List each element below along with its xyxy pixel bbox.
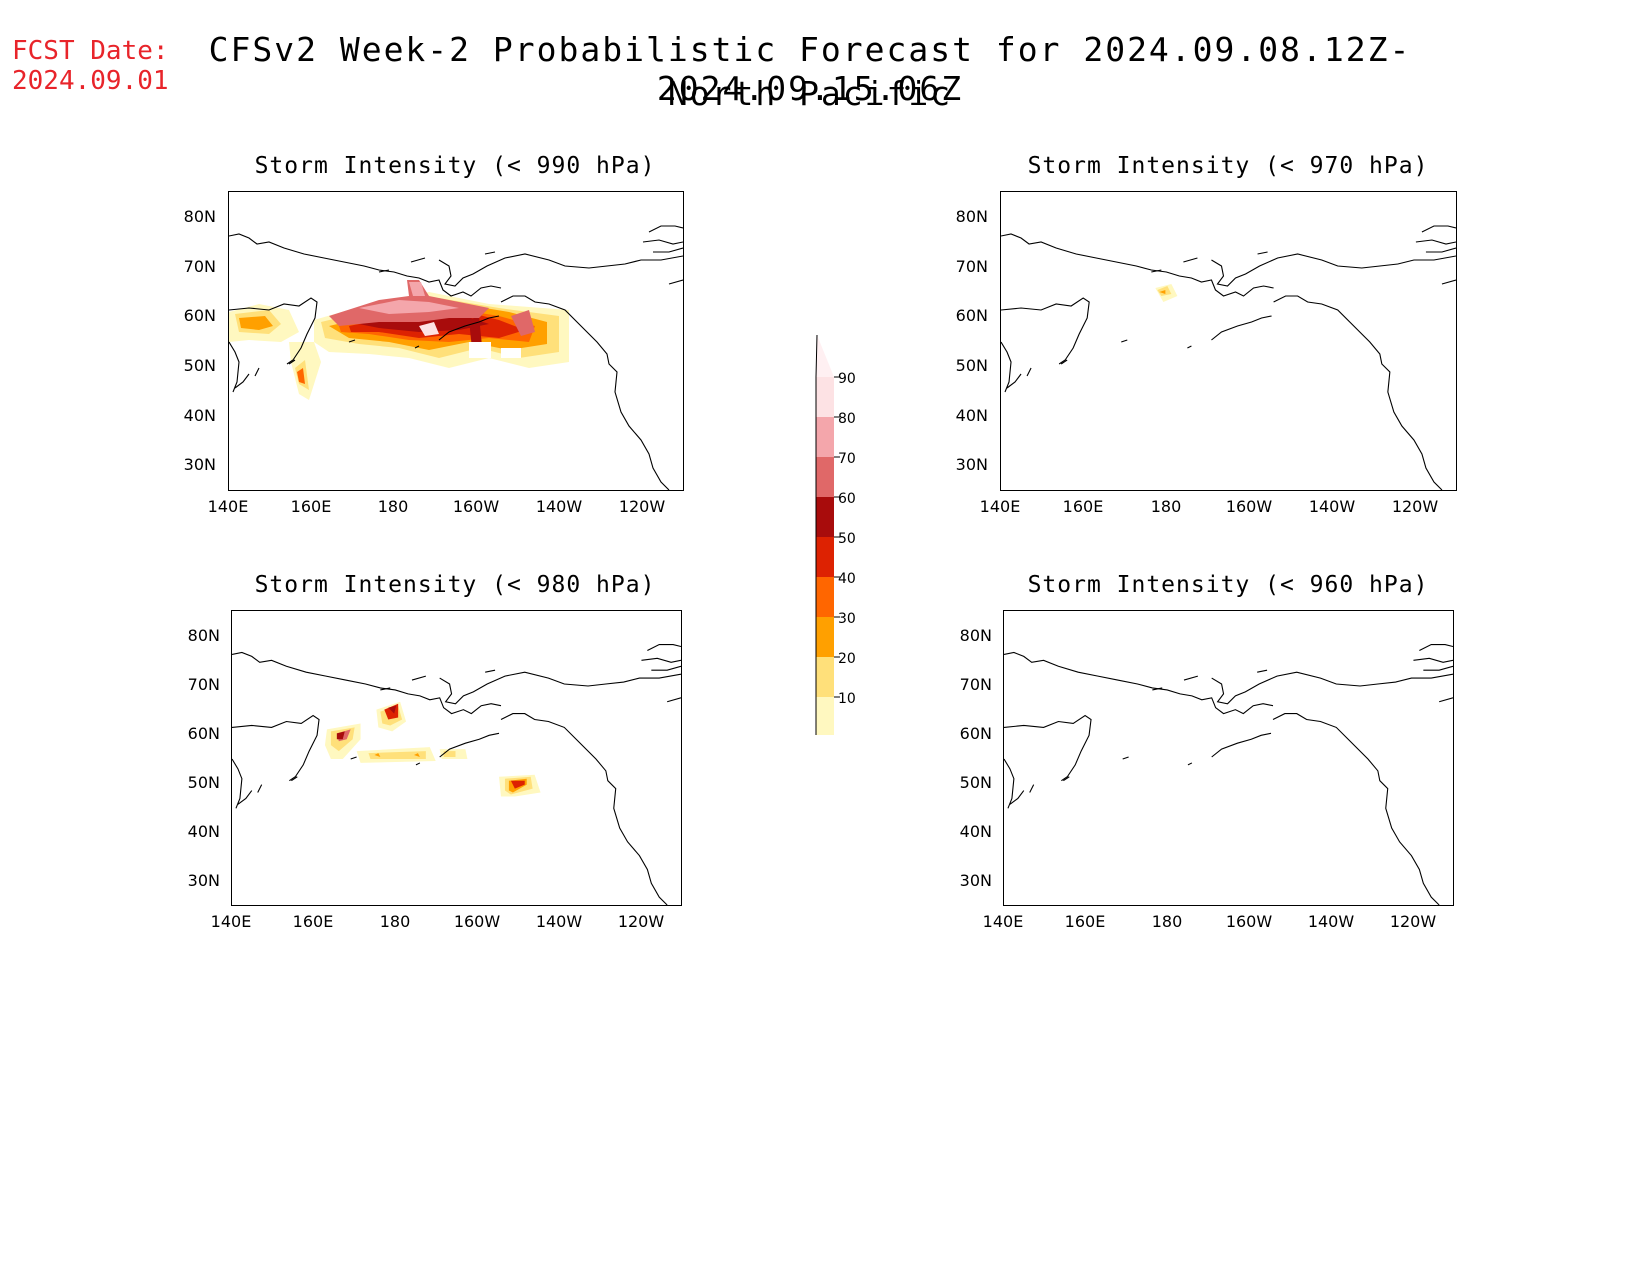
lon-tick: 160W (1225, 497, 1273, 516)
lat-tick: 50N (187, 773, 220, 792)
colorbar-segment (816, 417, 834, 457)
colorbar-label: 80 (838, 411, 856, 427)
lon-tick: 160E (1062, 497, 1104, 516)
lon-tick: 160E (290, 497, 332, 516)
colorbar-label: 50 (838, 531, 856, 547)
colorbar-segment (816, 577, 834, 617)
lat-tick: 30N (959, 871, 992, 890)
lon-tick: 140W (535, 497, 583, 516)
coastlines (1004, 644, 1453, 905)
lat-tick: 70N (959, 675, 992, 694)
lon-tick: 180 (1150, 497, 1182, 516)
colorbar-label: 70 (838, 451, 856, 467)
lat-tick: 60N (955, 306, 988, 325)
lon-tick: 140E (210, 912, 252, 931)
lat-tick: 30N (955, 455, 988, 474)
lon-tick: 120W (617, 912, 665, 931)
lon-tick: 180 (379, 912, 411, 931)
fcst-date-label: FCST Date: (12, 36, 169, 66)
colorbar-label: 10 (838, 691, 856, 707)
lat-tick: 70N (955, 257, 988, 276)
lat-tick: 40N (187, 822, 220, 841)
colorbar-segment (816, 497, 834, 537)
lon-tick: 140W (1307, 912, 1355, 931)
fcst-date-block: FCST Date: 2024.09.01 (12, 36, 169, 96)
lat-tick: 70N (183, 257, 216, 276)
colorbar-segment (816, 617, 834, 657)
lon-tick: 140W (1308, 497, 1356, 516)
lon-tick: 160E (1064, 912, 1106, 931)
colorbar-label: 40 (838, 571, 856, 587)
lat-tick: 80N (187, 626, 220, 645)
colorbar-segment (816, 657, 834, 697)
lat-tick: 40N (955, 406, 988, 425)
lat-tick: 60N (183, 306, 216, 325)
lat-tick: 40N (183, 406, 216, 425)
lat-tick: 50N (955, 356, 988, 375)
lon-tick: 160W (453, 912, 501, 931)
map-990hpa (228, 191, 684, 491)
lat-tick: 60N (187, 724, 220, 743)
lon-tick: 160W (452, 497, 500, 516)
lon-tick: 160E (292, 912, 334, 931)
lat-tick: 70N (187, 675, 220, 694)
region-title: North Pacific (667, 74, 953, 113)
lon-tick: 160W (1225, 912, 1273, 931)
coastlines (232, 644, 681, 905)
lat-tick: 80N (955, 207, 988, 226)
panel-title: Storm Intensity (< 970 hPa) (1027, 153, 1429, 179)
map-970hpa (1000, 191, 1457, 491)
colorbar-segment (816, 377, 834, 417)
lat-tick: 50N (183, 356, 216, 375)
probability-shading (324, 701, 541, 797)
coastlines (1001, 225, 1456, 490)
lon-tick: 120W (1389, 912, 1437, 931)
panel-title: Storm Intensity (< 960 hPa) (1027, 572, 1429, 598)
lat-tick: 40N (959, 822, 992, 841)
lon-tick: 180 (377, 497, 409, 516)
lat-tick: 30N (187, 871, 220, 890)
colorbar-label: 30 (838, 611, 856, 627)
lat-tick: 80N (183, 207, 216, 226)
panel-title: Storm Intensity (< 980 hPa) (254, 572, 656, 598)
lon-tick: 140W (535, 912, 583, 931)
lon-tick: 140E (982, 912, 1024, 931)
lat-tick: 50N (959, 773, 992, 792)
colorbar-label: 90 (838, 371, 856, 387)
lon-tick: 140E (979, 497, 1021, 516)
lon-tick: 140E (207, 497, 249, 516)
colorbar-segment (816, 537, 834, 577)
colorbar: 90 80 70 60 50 40 30 20 10 (808, 334, 888, 778)
lon-tick: 120W (1391, 497, 1439, 516)
map-980hpa (231, 610, 682, 906)
colorbar-segment (816, 457, 834, 497)
main-title: CFSv2 Week-2 Probabilistic Forecast for … (208, 30, 1412, 108)
lat-tick: 60N (959, 724, 992, 743)
lat-tick: 80N (959, 626, 992, 645)
lon-tick: 120W (618, 497, 666, 516)
colorbar-label: 60 (838, 491, 856, 507)
lat-tick: 30N (183, 455, 216, 474)
map-960hpa (1003, 610, 1454, 906)
coastlines (229, 225, 683, 490)
probability-shading (1155, 284, 1178, 302)
lon-tick: 180 (1151, 912, 1183, 931)
colorbar-segment (816, 697, 834, 737)
panel-title: Storm Intensity (< 990 hPa) (254, 153, 656, 179)
fcst-date-value: 2024.09.01 (12, 66, 169, 96)
probability-shading (229, 280, 569, 400)
colorbar-label: 20 (838, 651, 856, 667)
colorbar-top-triangle (816, 335, 834, 377)
